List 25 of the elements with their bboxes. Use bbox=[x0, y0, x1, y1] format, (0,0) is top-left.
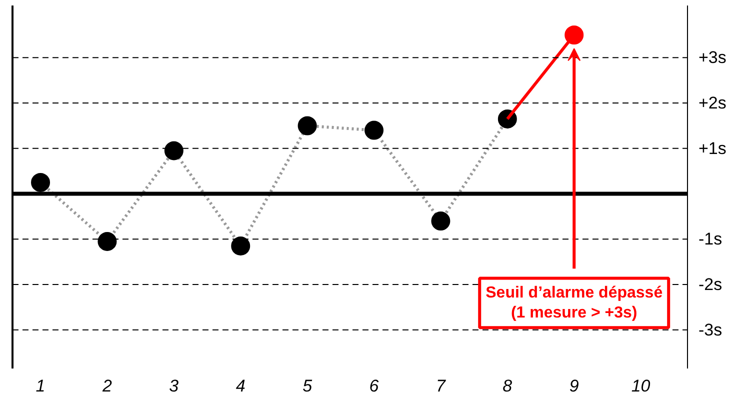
point bbox=[564, 26, 584, 44]
x-tick-label: 4 bbox=[236, 376, 246, 396]
y-tick-label: +3s bbox=[698, 48, 726, 68]
x-tick-label: 6 bbox=[369, 376, 380, 396]
x-tick-label: 3 bbox=[169, 376, 180, 396]
point bbox=[431, 212, 450, 231]
point bbox=[231, 236, 250, 256]
y-tick-label: +2s bbox=[698, 94, 726, 113]
annotation: Seuil d’alarme dépassé (1 mesure > +3s) bbox=[486, 284, 663, 322]
y-tick-label: +1s bbox=[698, 138, 726, 158]
x-tick-label: 10 bbox=[631, 376, 651, 396]
point bbox=[98, 232, 117, 251]
point bbox=[31, 172, 50, 192]
x-tick-label: 9 bbox=[569, 376, 580, 396]
x-tick-label: 2 bbox=[101, 376, 112, 396]
y-tick-label: -1s bbox=[698, 230, 722, 249]
y-tick-label: -3s bbox=[698, 320, 722, 340]
x-tick-label: 7 bbox=[436, 376, 446, 396]
x-tick-label: 5 bbox=[302, 376, 313, 396]
point bbox=[364, 120, 384, 140]
point bbox=[298, 116, 317, 136]
x-tick-label: 8 bbox=[502, 376, 513, 396]
x-tick-label: 1 bbox=[36, 376, 46, 396]
point bbox=[164, 141, 184, 160]
y-tick-label: -2s bbox=[698, 275, 722, 294]
